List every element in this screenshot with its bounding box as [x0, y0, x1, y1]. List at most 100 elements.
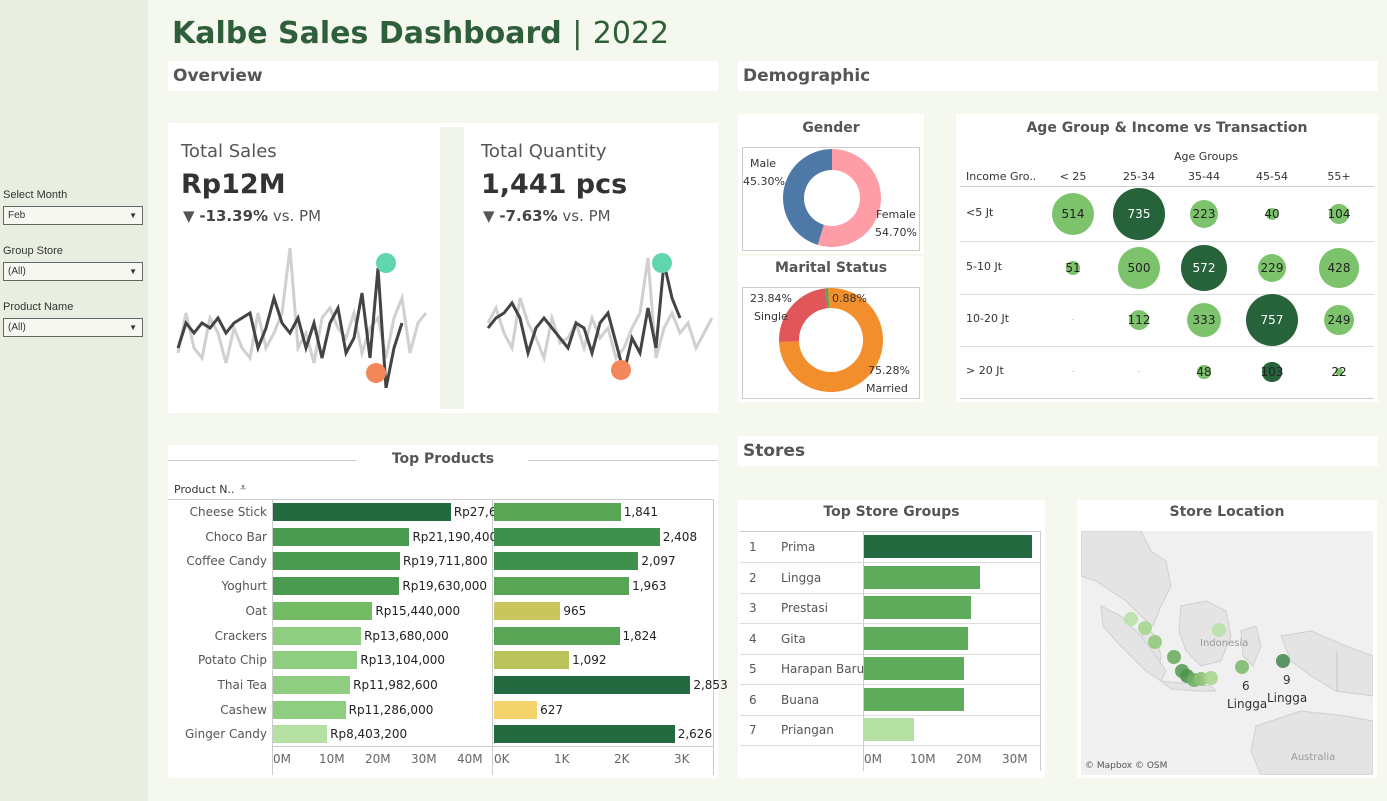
- bubble-label: 428: [1327, 261, 1351, 275]
- store-group-bar[interactable]: [864, 535, 1032, 558]
- product-name: Potato Chip: [197, 653, 267, 668]
- product-qty-bar[interactable]: [494, 527, 660, 546]
- product-qty-bar[interactable]: [494, 626, 620, 645]
- product-sales-bar[interactable]: [273, 503, 451, 521]
- bubble[interactable]: [1113, 188, 1165, 240]
- product-sales-label: Rp13,104,000: [360, 653, 446, 668]
- product-qty-bar[interactable]: [494, 725, 675, 744]
- chevron-down-icon: ▼: [129, 211, 137, 220]
- products-axis-rule: [272, 746, 714, 747]
- product-qty-bar[interactable]: [494, 503, 621, 521]
- gender-male-label: Male: [750, 157, 777, 170]
- bubble[interactable]: [1117, 246, 1161, 290]
- income-row-rule: [960, 294, 1374, 295]
- age-group-header: 25-34: [1123, 170, 1155, 183]
- page-title: Kalbe Sales Dashboard | 2022: [172, 16, 669, 51]
- product-qty-bar[interactable]: [494, 651, 570, 670]
- store-group-bar[interactable]: [864, 687, 964, 711]
- bubble[interactable]: [1197, 365, 1211, 379]
- product-select[interactable]: (All) ▼: [3, 318, 143, 337]
- kpi-sales-title: Total Sales: [181, 141, 277, 162]
- product-qty-label: 2,853: [693, 677, 728, 692]
- bubble[interactable]: [1324, 305, 1354, 335]
- kpi-panel: Total Sales Rp12M ▼ -13.39% vs. PM Total…: [168, 123, 718, 413]
- bubble[interactable]: [1266, 208, 1278, 220]
- gender-male-slice[interactable]: [783, 149, 832, 245]
- marital-panel: Marital Status 23.84% Single 0.88% 75.28…: [738, 256, 924, 402]
- sales-axis-tick: 20M: [365, 752, 391, 766]
- store-axis-tick: 20M: [956, 752, 982, 766]
- map-label-australia: Australia: [1291, 752, 1336, 763]
- bubble[interactable]: [1051, 192, 1095, 236]
- bubble[interactable]: [1262, 362, 1282, 382]
- product-name: Ginger Candy: [184, 727, 267, 742]
- bubble[interactable]: [1334, 367, 1344, 377]
- chevron-down-icon: ▼: [129, 323, 137, 332]
- product-qty-bar[interactable]: [494, 552, 639, 571]
- kpi-sales-delta-value: -13.39%: [199, 207, 269, 225]
- income-group-label: 10-20 Jt: [966, 312, 1010, 325]
- bubble[interactable]: [1246, 294, 1298, 346]
- marital-single-pct: 23.84%: [750, 292, 792, 305]
- product-sales-bar[interactable]: [273, 700, 346, 719]
- bubble[interactable]: [1066, 261, 1080, 275]
- page-title-main: Kalbe Sales Dashboard: [172, 16, 562, 51]
- store-group-bar[interactable]: [864, 596, 971, 619]
- store-name: Prestasi: [781, 601, 828, 615]
- product-sales-label: Rp11,982,600: [353, 677, 438, 692]
- bubble[interactable]: [1329, 204, 1349, 224]
- product-sales-bar[interactable]: [273, 601, 373, 620]
- products-right-rule: [713, 499, 714, 775]
- bubble-label: 572: [1192, 261, 1216, 275]
- bubble[interactable]: [1181, 245, 1227, 291]
- store-group-bar[interactable]: [864, 626, 968, 650]
- product-qty-label: 965: [563, 603, 587, 618]
- marital-other-slice[interactable]: [825, 288, 830, 309]
- store-name: Priangan: [781, 723, 834, 737]
- product-sales-bar[interactable]: [273, 527, 410, 546]
- product-sales-bar[interactable]: [273, 651, 358, 670]
- bubble[interactable]: [1319, 248, 1359, 288]
- store-group-bar[interactable]: [864, 565, 980, 589]
- gender-male-pct: 45.30%: [743, 175, 785, 188]
- sales-sparkline: [176, 247, 428, 388]
- bubble[interactable]: [1186, 302, 1222, 338]
- product-qty-bar[interactable]: [494, 675, 691, 694]
- bubble[interactable]: [1189, 199, 1219, 229]
- kpi-sales-value: Rp12M: [181, 169, 286, 200]
- month-select[interactable]: Feb ▼: [3, 206, 143, 225]
- product-qty-bar[interactable]: [494, 700, 538, 719]
- bubble[interactable]: [1128, 309, 1149, 330]
- store-rank: 5: [749, 662, 757, 676]
- gender-panel: Gender Male 45.30% Female 54.70%: [738, 114, 924, 254]
- product-qty-bar[interactable]: [494, 601, 561, 620]
- group-store-select[interactable]: (All) ▼: [3, 262, 143, 281]
- store-group-bar[interactable]: [864, 657, 964, 680]
- product-select-value: (All): [8, 322, 26, 333]
- map-attribution[interactable]: © Mapbox © OSM: [1085, 761, 1168, 771]
- kpi-qty-title: Total Quantity: [481, 141, 607, 162]
- product-qty-label: 1,963: [632, 579, 667, 594]
- marital-married-slice[interactable]: [779, 288, 883, 392]
- product-qty-bar[interactable]: [494, 577, 630, 596]
- bubble[interactable]: [1257, 253, 1287, 283]
- qty-axis-tick: 2K: [614, 752, 630, 766]
- marital-single-slice[interactable]: [779, 288, 828, 342]
- store-axis-tick: 0M: [864, 752, 882, 766]
- product-sales-bar[interactable]: [273, 577, 400, 596]
- gender-female-slice[interactable]: [817, 149, 881, 247]
- store-location-title: Store Location: [1169, 504, 1285, 520]
- age-group-header: < 25: [1059, 170, 1087, 183]
- filter-sidebar: Select Month Feb ▼ Group Store (All) ▼ P…: [0, 0, 148, 801]
- income-group-label: 5-10 Jt: [966, 260, 1003, 273]
- product-sales-bar[interactable]: [273, 675, 351, 694]
- product-sales-label: Rp19,630,000: [402, 579, 488, 594]
- store-map[interactable]: [1081, 531, 1373, 775]
- product-sales-bar[interactable]: [273, 552, 400, 571]
- product-sales-bar[interactable]: [273, 725, 328, 744]
- product-sales-bar[interactable]: [273, 626, 362, 645]
- section-stores: Stores: [738, 436, 1378, 466]
- store-group-bar[interactable]: [864, 718, 914, 741]
- sort-icon[interactable]: ⩡: [240, 481, 247, 494]
- sparkline-min-point: [366, 363, 386, 383]
